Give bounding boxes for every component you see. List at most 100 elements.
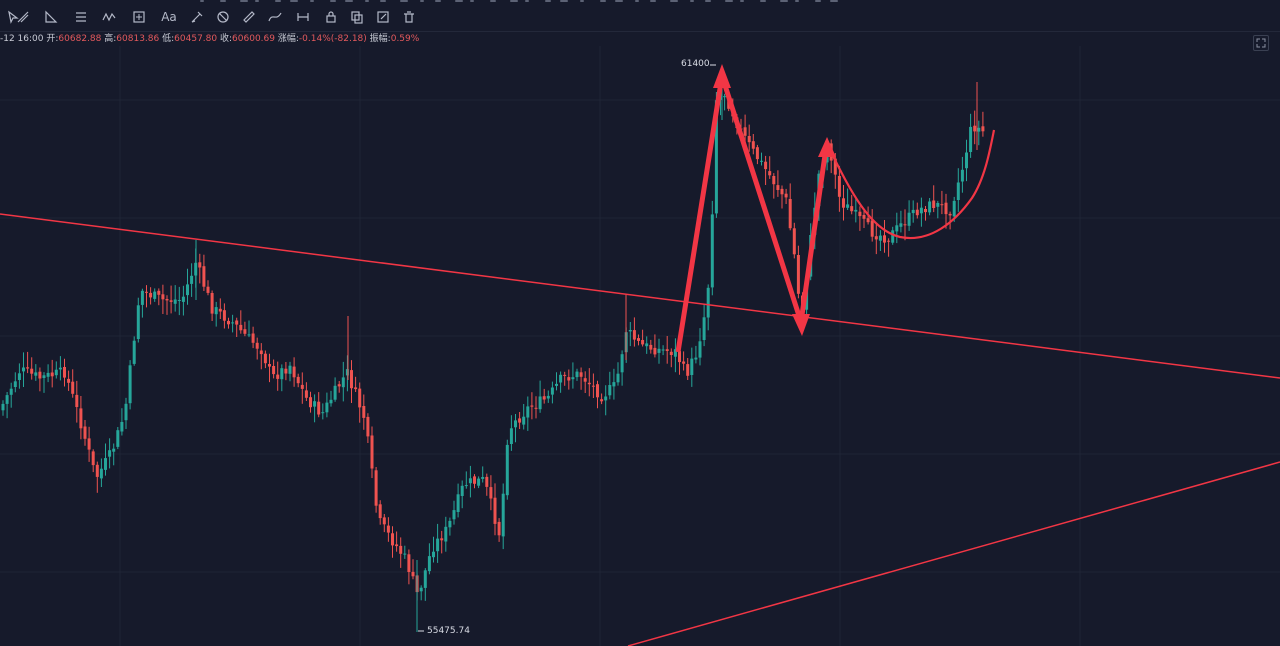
clipped-toolbar-fragment bbox=[510, 0, 518, 2]
candle-body bbox=[58, 367, 62, 370]
candle-body bbox=[79, 408, 83, 429]
candle-body bbox=[878, 235, 882, 241]
candle-body bbox=[198, 262, 202, 268]
drawing-toolbar: Aa bbox=[0, 0, 1280, 32]
candle-body bbox=[75, 394, 79, 407]
candle-body bbox=[501, 493, 505, 537]
candle-body bbox=[907, 212, 911, 226]
candle-body bbox=[690, 358, 694, 375]
path-icon[interactable] bbox=[266, 8, 284, 26]
candle-body bbox=[42, 375, 46, 378]
candle-body bbox=[772, 176, 776, 185]
cup-curve[interactable] bbox=[829, 129, 996, 240]
lower-trendline[interactable] bbox=[627, 461, 1280, 646]
candle-body bbox=[948, 213, 952, 216]
candle-body bbox=[608, 385, 612, 396]
candle-body bbox=[846, 204, 850, 208]
candle-body bbox=[165, 299, 169, 301]
candle-body bbox=[214, 307, 218, 315]
candle-body bbox=[518, 418, 522, 423]
candle-body bbox=[177, 300, 181, 301]
candle-body bbox=[919, 207, 923, 214]
trash-icon[interactable] bbox=[400, 8, 418, 26]
wave-pattern-icon[interactable] bbox=[100, 8, 118, 26]
fib-icon[interactable] bbox=[42, 8, 60, 26]
cursor-icon[interactable] bbox=[4, 8, 22, 26]
candle-body bbox=[612, 382, 616, 387]
lock-icon[interactable] bbox=[322, 8, 340, 26]
candle-body bbox=[464, 485, 468, 487]
amplitude-label: 振幅: bbox=[369, 34, 391, 44]
candle-body bbox=[903, 224, 907, 226]
candle-body bbox=[686, 364, 690, 376]
candle-body bbox=[526, 406, 530, 418]
range-icon[interactable] bbox=[130, 8, 148, 26]
candle-body bbox=[678, 350, 681, 363]
fullscreen-toggle-button[interactable] bbox=[1253, 35, 1269, 51]
candle-body bbox=[128, 365, 132, 404]
candle-body bbox=[354, 387, 358, 390]
measure-icon[interactable] bbox=[294, 8, 312, 26]
candle-body bbox=[669, 351, 673, 355]
candle-body bbox=[706, 287, 710, 318]
horizontal-lines-icon[interactable] bbox=[72, 8, 90, 26]
candle-body bbox=[911, 209, 915, 214]
candle-body bbox=[13, 381, 17, 387]
candle-body bbox=[899, 223, 903, 227]
ruler-icon[interactable] bbox=[240, 8, 258, 26]
clipped-toolbar-fragment bbox=[600, 0, 606, 2]
candle-body bbox=[456, 494, 460, 512]
edit-icon[interactable] bbox=[374, 8, 392, 26]
copy-icon[interactable] bbox=[348, 8, 366, 26]
candle-body bbox=[26, 367, 30, 369]
clipped-toolbar-fragment bbox=[525, 0, 529, 2]
chart-grid bbox=[0, 46, 1280, 646]
candlestick-series bbox=[1, 66, 985, 632]
candle-body bbox=[206, 286, 210, 293]
candle-body bbox=[5, 395, 9, 404]
candle-body bbox=[181, 296, 185, 302]
upper-trendline[interactable] bbox=[0, 213, 1280, 379]
candle-body bbox=[883, 235, 886, 243]
drawing-layer[interactable] bbox=[0, 64, 1280, 646]
candle-body bbox=[653, 347, 657, 355]
text-icon[interactable]: Aa bbox=[161, 10, 177, 24]
candle-body bbox=[583, 378, 587, 382]
candle-body bbox=[928, 201, 932, 213]
candle-body bbox=[620, 354, 624, 373]
eraser-icon[interactable] bbox=[214, 8, 232, 26]
candle-body bbox=[136, 305, 140, 339]
candle-body bbox=[329, 399, 333, 404]
candle-body bbox=[628, 330, 632, 332]
candle-body bbox=[350, 370, 353, 389]
candle-body bbox=[222, 310, 226, 321]
candle-body bbox=[714, 100, 718, 214]
clipped-toolbar-fragment bbox=[380, 0, 386, 2]
candle-body bbox=[157, 290, 161, 295]
candle-body bbox=[108, 450, 112, 457]
clipped-toolbar-fragment bbox=[705, 0, 711, 2]
candle-body bbox=[247, 334, 251, 336]
candle-body bbox=[9, 388, 13, 395]
candle-body bbox=[924, 209, 927, 213]
candle-body bbox=[38, 371, 42, 379]
candle-body bbox=[665, 349, 669, 351]
trend-line-icon[interactable] bbox=[14, 8, 32, 26]
brush-icon[interactable] bbox=[188, 8, 206, 26]
zigzag-arrow-path[interactable] bbox=[675, 75, 829, 353]
clipped-toolbar-fragment bbox=[635, 0, 639, 2]
candle-body bbox=[378, 504, 382, 519]
candle-body bbox=[140, 290, 144, 305]
close-label: 收: bbox=[220, 34, 233, 44]
candle-body bbox=[489, 487, 493, 499]
candle-body bbox=[112, 448, 116, 452]
candle-body bbox=[259, 350, 263, 355]
candle-body bbox=[423, 570, 427, 588]
clipped-toolbar-fragment bbox=[690, 0, 694, 2]
candle-body bbox=[95, 464, 99, 477]
candle-body bbox=[91, 451, 95, 466]
candle-body bbox=[723, 96, 727, 98]
candle-body bbox=[432, 551, 435, 558]
